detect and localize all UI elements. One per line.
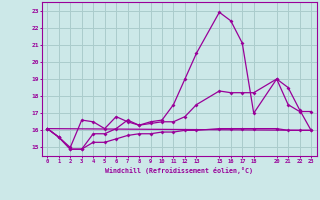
- X-axis label: Windchill (Refroidissement éolien,°C): Windchill (Refroidissement éolien,°C): [105, 167, 253, 174]
